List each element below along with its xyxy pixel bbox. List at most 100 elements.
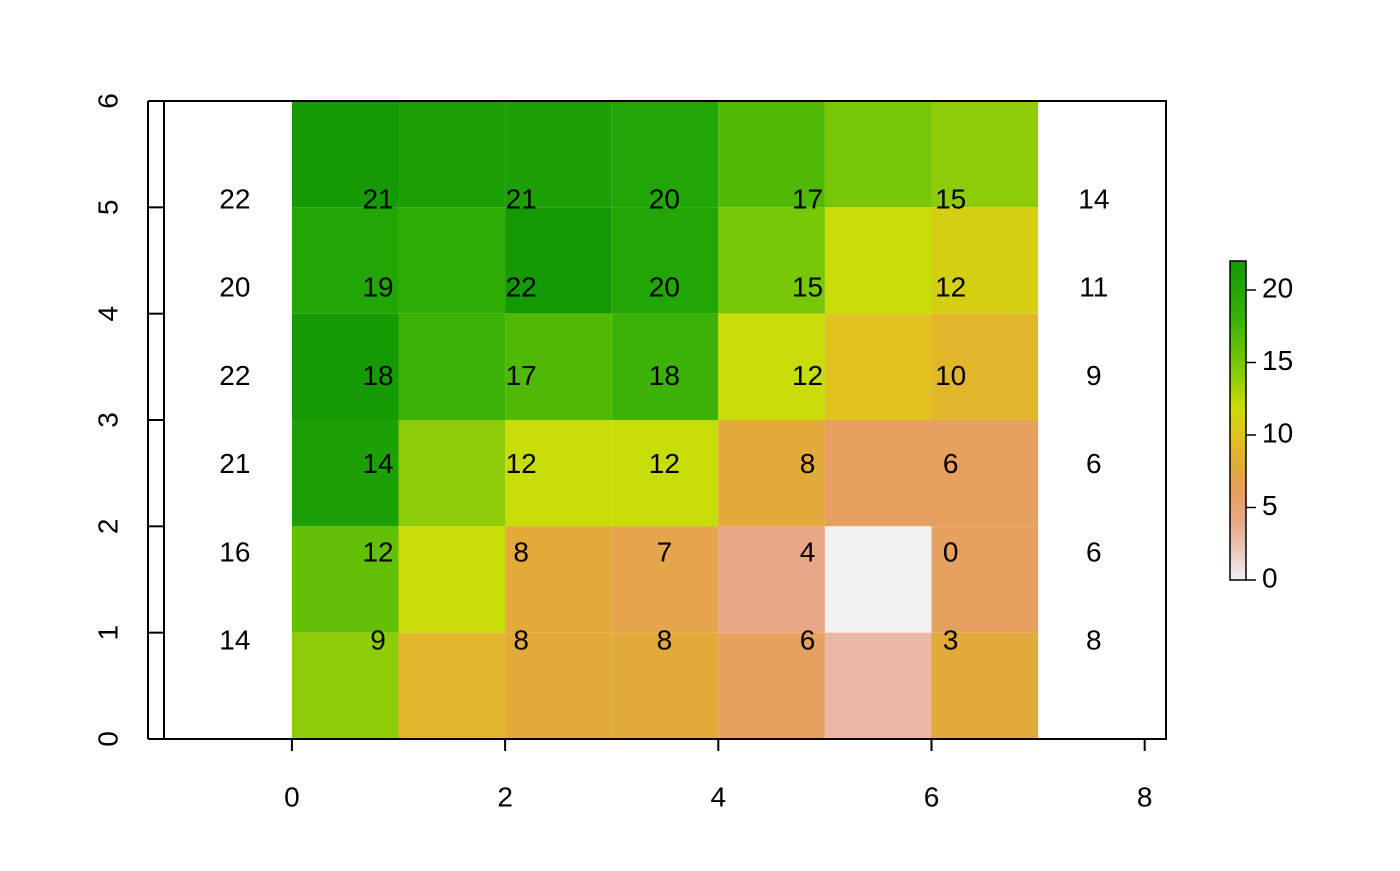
legend-swatch (1230, 356, 1246, 361)
legend-swatch (1230, 429, 1246, 434)
x-tick-label: 6 (924, 781, 940, 812)
y-tick-label: 4 (92, 306, 123, 322)
raster-cell (611, 526, 719, 633)
cell-label: 21 (219, 448, 250, 479)
legend-swatch (1230, 292, 1246, 297)
cell-label: 14 (1078, 183, 1109, 214)
legend-swatch (1230, 343, 1246, 348)
y-tick-label: 1 (92, 625, 123, 641)
cell-label: 21 (362, 183, 393, 214)
legend-swatch (1230, 318, 1246, 322)
raster-cell (931, 420, 1039, 527)
raster-cell (824, 632, 932, 739)
raster-cell (398, 101, 506, 208)
raster-cell (718, 207, 825, 314)
raster-cell (931, 313, 1039, 420)
legend-swatch (1230, 283, 1246, 287)
legend-swatch (1230, 538, 1246, 543)
legend-swatch (1230, 340, 1246, 345)
legend-swatch (1230, 515, 1246, 520)
raster-cell (398, 420, 506, 527)
raster-cell (824, 101, 932, 208)
x-tick-label: 0 (284, 781, 300, 812)
legend-box (1229, 260, 1247, 581)
legend-swatch (1230, 381, 1246, 386)
legend-swatch (1230, 448, 1246, 453)
legend-swatch (1230, 417, 1246, 421)
cell-label: 12 (362, 536, 393, 567)
cell-label: 7 (657, 536, 673, 567)
cell-label: 9 (1086, 360, 1102, 391)
cell-label: 22 (506, 272, 537, 303)
legend-swatch (1230, 490, 1246, 495)
legend-swatch (1230, 458, 1246, 463)
legend-swatch (1230, 375, 1246, 380)
legend-swatch (1230, 550, 1246, 555)
legend-swatch (1230, 423, 1246, 428)
y-tick-label: 0 (92, 731, 123, 747)
raster-cell (291, 101, 399, 208)
legend-swatch (1230, 477, 1246, 482)
legend-swatch (1230, 531, 1246, 536)
cell-label: 8 (657, 625, 673, 656)
raster-cell (505, 207, 612, 314)
cell-label: 20 (649, 272, 680, 303)
raster-cell (505, 313, 612, 420)
legend-swatch (1230, 563, 1246, 568)
raster-cell (398, 632, 506, 739)
cell-label: 8 (513, 625, 529, 656)
raster-cell (718, 420, 825, 527)
raster-cell (398, 207, 506, 314)
y-tick-label: 3 (92, 412, 123, 428)
cell-label: 8 (1086, 625, 1102, 656)
cell-label: 19 (362, 272, 393, 303)
y-tick-label: 5 (92, 200, 123, 216)
legend-swatch (1230, 337, 1246, 342)
legend-swatch (1230, 263, 1246, 268)
legend-swatch (1230, 455, 1246, 460)
legend-swatch (1230, 270, 1246, 275)
cell-label: 22 (219, 360, 250, 391)
raster-cell (505, 420, 612, 527)
legend-swatch (1230, 330, 1246, 335)
raster-cell (718, 101, 825, 208)
cell-label: 6 (1086, 448, 1102, 479)
cell-label: 17 (506, 360, 537, 391)
legend-swatch (1230, 544, 1246, 549)
legend-swatch (1230, 426, 1246, 431)
legend-swatch (1230, 566, 1246, 571)
raster-cell (505, 632, 612, 739)
x-tick-label: 8 (1137, 781, 1153, 812)
raster-cell (718, 526, 825, 633)
legend-swatch (1230, 468, 1246, 472)
legend-swatch (1230, 324, 1246, 329)
legend-swatch (1230, 503, 1246, 507)
legend-swatch (1230, 404, 1246, 409)
legend-swatch (1230, 298, 1246, 303)
legend-swatch (1230, 487, 1246, 491)
cell-label: 16 (219, 536, 250, 567)
legend-swatch (1230, 372, 1246, 377)
legend-swatch (1230, 570, 1246, 574)
cell-label: 6 (943, 448, 959, 479)
legend-swatch (1230, 420, 1246, 424)
raster-cell (718, 632, 825, 739)
legend-swatch (1230, 554, 1246, 558)
x-tick-label: 2 (497, 781, 513, 812)
raster-cell (611, 313, 719, 420)
legend-swatch (1230, 461, 1246, 466)
raster-cell (291, 632, 399, 739)
legend-swatch (1230, 394, 1246, 399)
cell-label: 0 (943, 536, 959, 567)
legend-tick-label: 20 (1262, 272, 1293, 303)
raster-cell (291, 420, 399, 527)
legend-swatch (1230, 522, 1246, 527)
cell-label: 12 (649, 448, 680, 479)
legend-swatch (1230, 289, 1246, 294)
legend-swatch (1230, 432, 1246, 437)
raster-cell (398, 313, 506, 420)
raster-cell (398, 526, 506, 633)
legend-swatch (1230, 512, 1246, 517)
legend-swatch (1230, 410, 1246, 415)
